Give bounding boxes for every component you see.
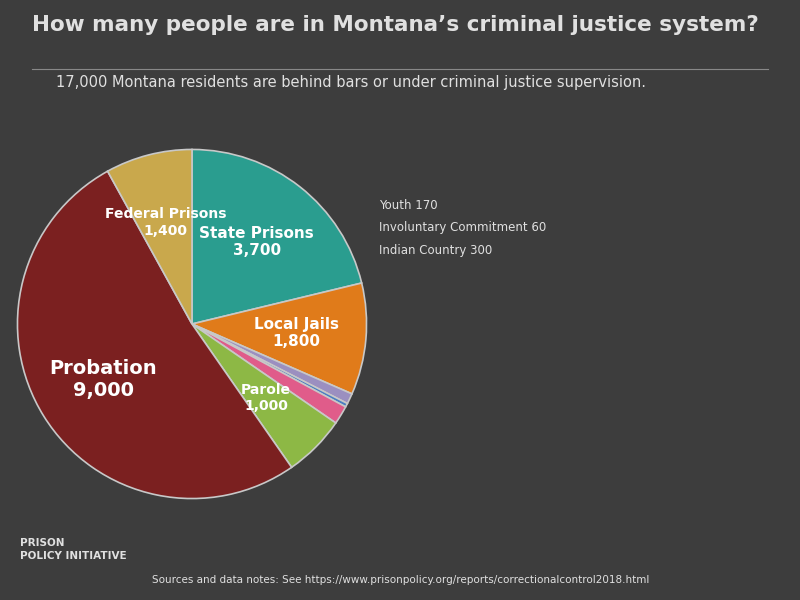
Text: Federal Prisons
1,400: Federal Prisons 1,400 [105,208,226,238]
Text: 17,000 Montana residents are behind bars or under criminal justice supervision.: 17,000 Montana residents are behind bars… [56,75,646,90]
Wedge shape [108,149,192,324]
Wedge shape [192,324,346,423]
Text: Indian Country 300: Indian Country 300 [378,244,492,257]
Text: PRISON
POLICY INITIATIVE: PRISON POLICY INITIATIVE [20,538,126,561]
Text: Local Jails
1,800: Local Jails 1,800 [254,317,339,349]
Text: State Prisons
3,700: State Prisons 3,700 [199,226,314,258]
Wedge shape [192,324,347,407]
Text: How many people are in Montana’s criminal justice system?: How many people are in Montana’s crimina… [32,15,758,35]
Wedge shape [192,149,362,324]
Text: Involuntary Commitment 60: Involuntary Commitment 60 [378,221,546,235]
Text: Sources and data notes: See https://www.prisonpolicy.org/reports/correctionalcon: Sources and data notes: See https://www.… [152,575,650,585]
Text: Youth 170: Youth 170 [378,199,438,212]
Wedge shape [192,324,336,467]
Wedge shape [18,171,292,499]
Wedge shape [192,283,366,394]
Wedge shape [192,324,352,404]
Text: Parole
1,000: Parole 1,000 [242,383,291,413]
Text: Probation
9,000: Probation 9,000 [50,359,157,400]
